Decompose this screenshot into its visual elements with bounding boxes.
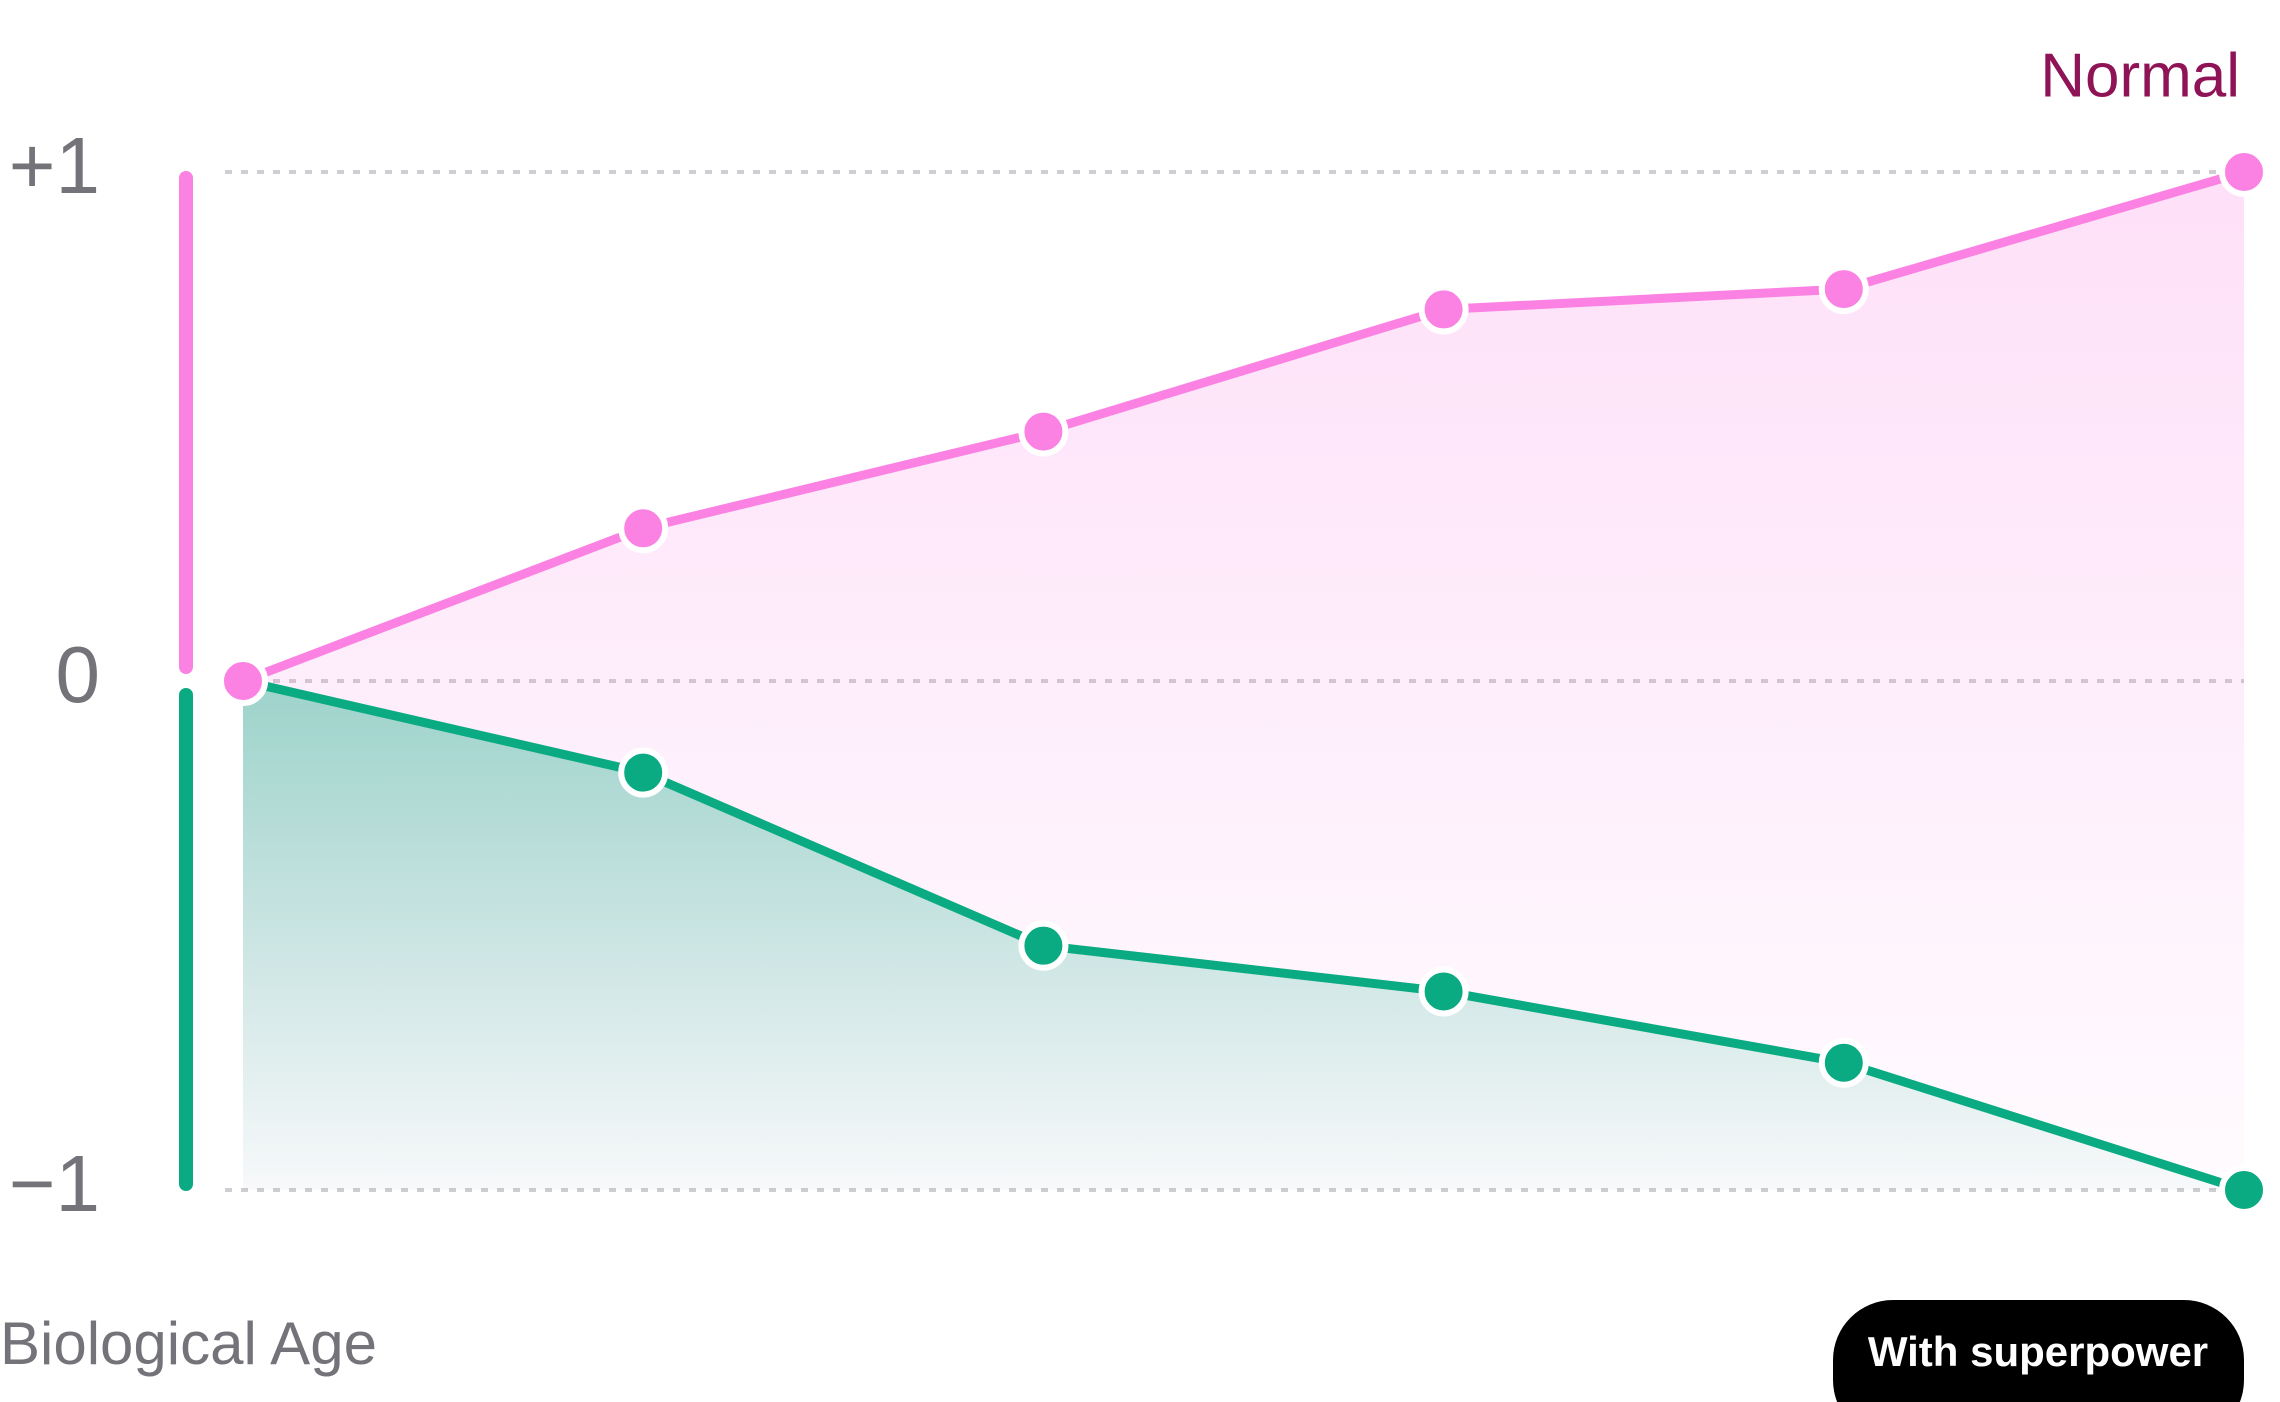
data-point: [1018, 920, 1069, 971]
data-point: [1418, 966, 1469, 1017]
area: [243, 681, 2244, 1190]
data-point: [1018, 406, 1069, 457]
data-point: [2219, 1165, 2269, 1215]
y-tick-label: +1: [9, 121, 100, 210]
x-axis-label: Biological Age: [0, 1310, 377, 1377]
data-point: [1818, 1037, 1869, 1088]
y-tick-label: 0: [56, 630, 101, 719]
legend-label: With superpower: [1868, 1328, 2208, 1375]
legend-badge: [1833, 1300, 2244, 1402]
data-point: [1418, 284, 1469, 335]
series-line: [241, 167, 2246, 686]
data-point: [218, 656, 268, 706]
data-point: [618, 747, 669, 798]
legend-label: Normal: [2040, 41, 2240, 110]
data-point: [1818, 264, 1869, 315]
y-tick-label: −1: [9, 1139, 100, 1228]
series-line: [241, 676, 2246, 1195]
data-point: [2219, 147, 2269, 197]
data-point: [618, 503, 669, 554]
